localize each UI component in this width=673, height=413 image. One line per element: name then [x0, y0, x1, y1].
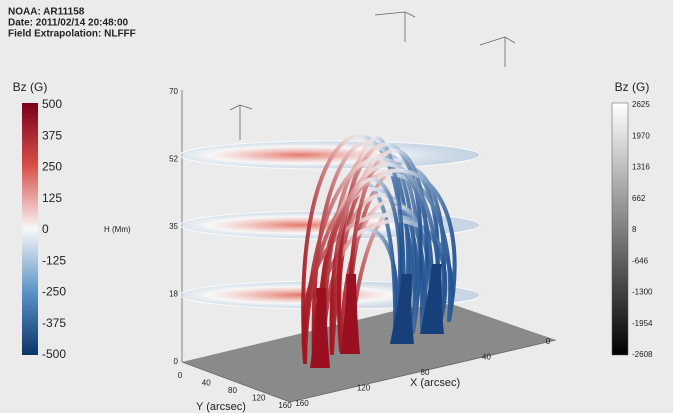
colorbar-tick-label: 662 — [632, 194, 646, 203]
colorbar-tick-label: 375 — [42, 128, 62, 142]
h-tick-label: 70 — [169, 87, 178, 96]
colorbar-tick-label: 250 — [42, 160, 62, 174]
field-line — [303, 156, 435, 364]
y-tick-label: 80 — [228, 386, 237, 395]
x-axis-label: X (arcsec) — [410, 377, 460, 389]
h-tick-label: 18 — [169, 290, 178, 299]
header-line: NOAA: AR11158 — [8, 7, 85, 18]
colorbar-tick-label: -250 — [42, 285, 66, 299]
field-line — [347, 148, 429, 349]
footpoint — [420, 264, 444, 334]
colorbar-tick-label: 8 — [632, 225, 637, 234]
field-line — [336, 142, 423, 352]
colorbar-tick-label: 500 — [42, 97, 62, 111]
footpoint — [310, 288, 330, 368]
colorbar-tick-label: -125 — [42, 253, 66, 267]
field-line — [321, 228, 399, 358]
colorbar-tick-label: -1954 — [632, 319, 653, 328]
header-line: Date: 2011/02/14 20:48:00 — [8, 18, 129, 29]
y-tick-label: 40 — [202, 379, 211, 388]
right-colorbar — [611, 102, 629, 356]
y-tick-label: 120 — [252, 394, 266, 403]
header-line: Field Extrapolation: NLFFF — [8, 29, 136, 40]
h-tick-label: 35 — [169, 222, 178, 231]
colorbar-tick-label: -1300 — [632, 288, 653, 297]
h-tick-label: 52 — [169, 155, 178, 164]
y-axis-label: Y (arcsec) — [196, 401, 246, 413]
colorbar-tick-label: 125 — [42, 191, 62, 205]
y-tick-label: 160 — [278, 401, 292, 410]
colorbar-tick-label: 0 — [42, 222, 49, 236]
colorbar-tick-label: -646 — [632, 256, 649, 265]
h-tick-label: 0 — [174, 357, 179, 366]
x-tick-label: 40 — [482, 353, 491, 362]
colorbar-tick-label: -375 — [42, 316, 66, 330]
field-lines — [179, 134, 481, 368]
colorbar-tick-label: 1970 — [632, 131, 650, 140]
colorbar-tick-label: -500 — [42, 347, 66, 361]
colorbar-tick-label: -2608 — [632, 350, 653, 359]
x-tick-label: 120 — [357, 384, 371, 393]
y-tick-label: 0 — [178, 371, 183, 380]
colorbar-tick-label: 2625 — [632, 100, 650, 109]
x-tick-label: 0 — [546, 337, 551, 346]
field-line — [319, 168, 457, 358]
footpoint — [340, 274, 360, 354]
x-tick-label: 80 — [421, 368, 430, 377]
x-tick-label: 160 — [295, 399, 309, 408]
colorbar-tick-label: 1316 — [632, 163, 650, 172]
left-colorbar — [22, 103, 38, 355]
floor — [182, 300, 556, 402]
field-line — [329, 177, 403, 355]
left-colorbar-title: Bz (G) — [13, 80, 48, 94]
slice — [179, 140, 481, 170]
right-colorbar-title: Bz (G) — [615, 80, 650, 94]
footpoint — [390, 274, 414, 344]
h-axis-label: H (Mm) — [104, 225, 131, 234]
